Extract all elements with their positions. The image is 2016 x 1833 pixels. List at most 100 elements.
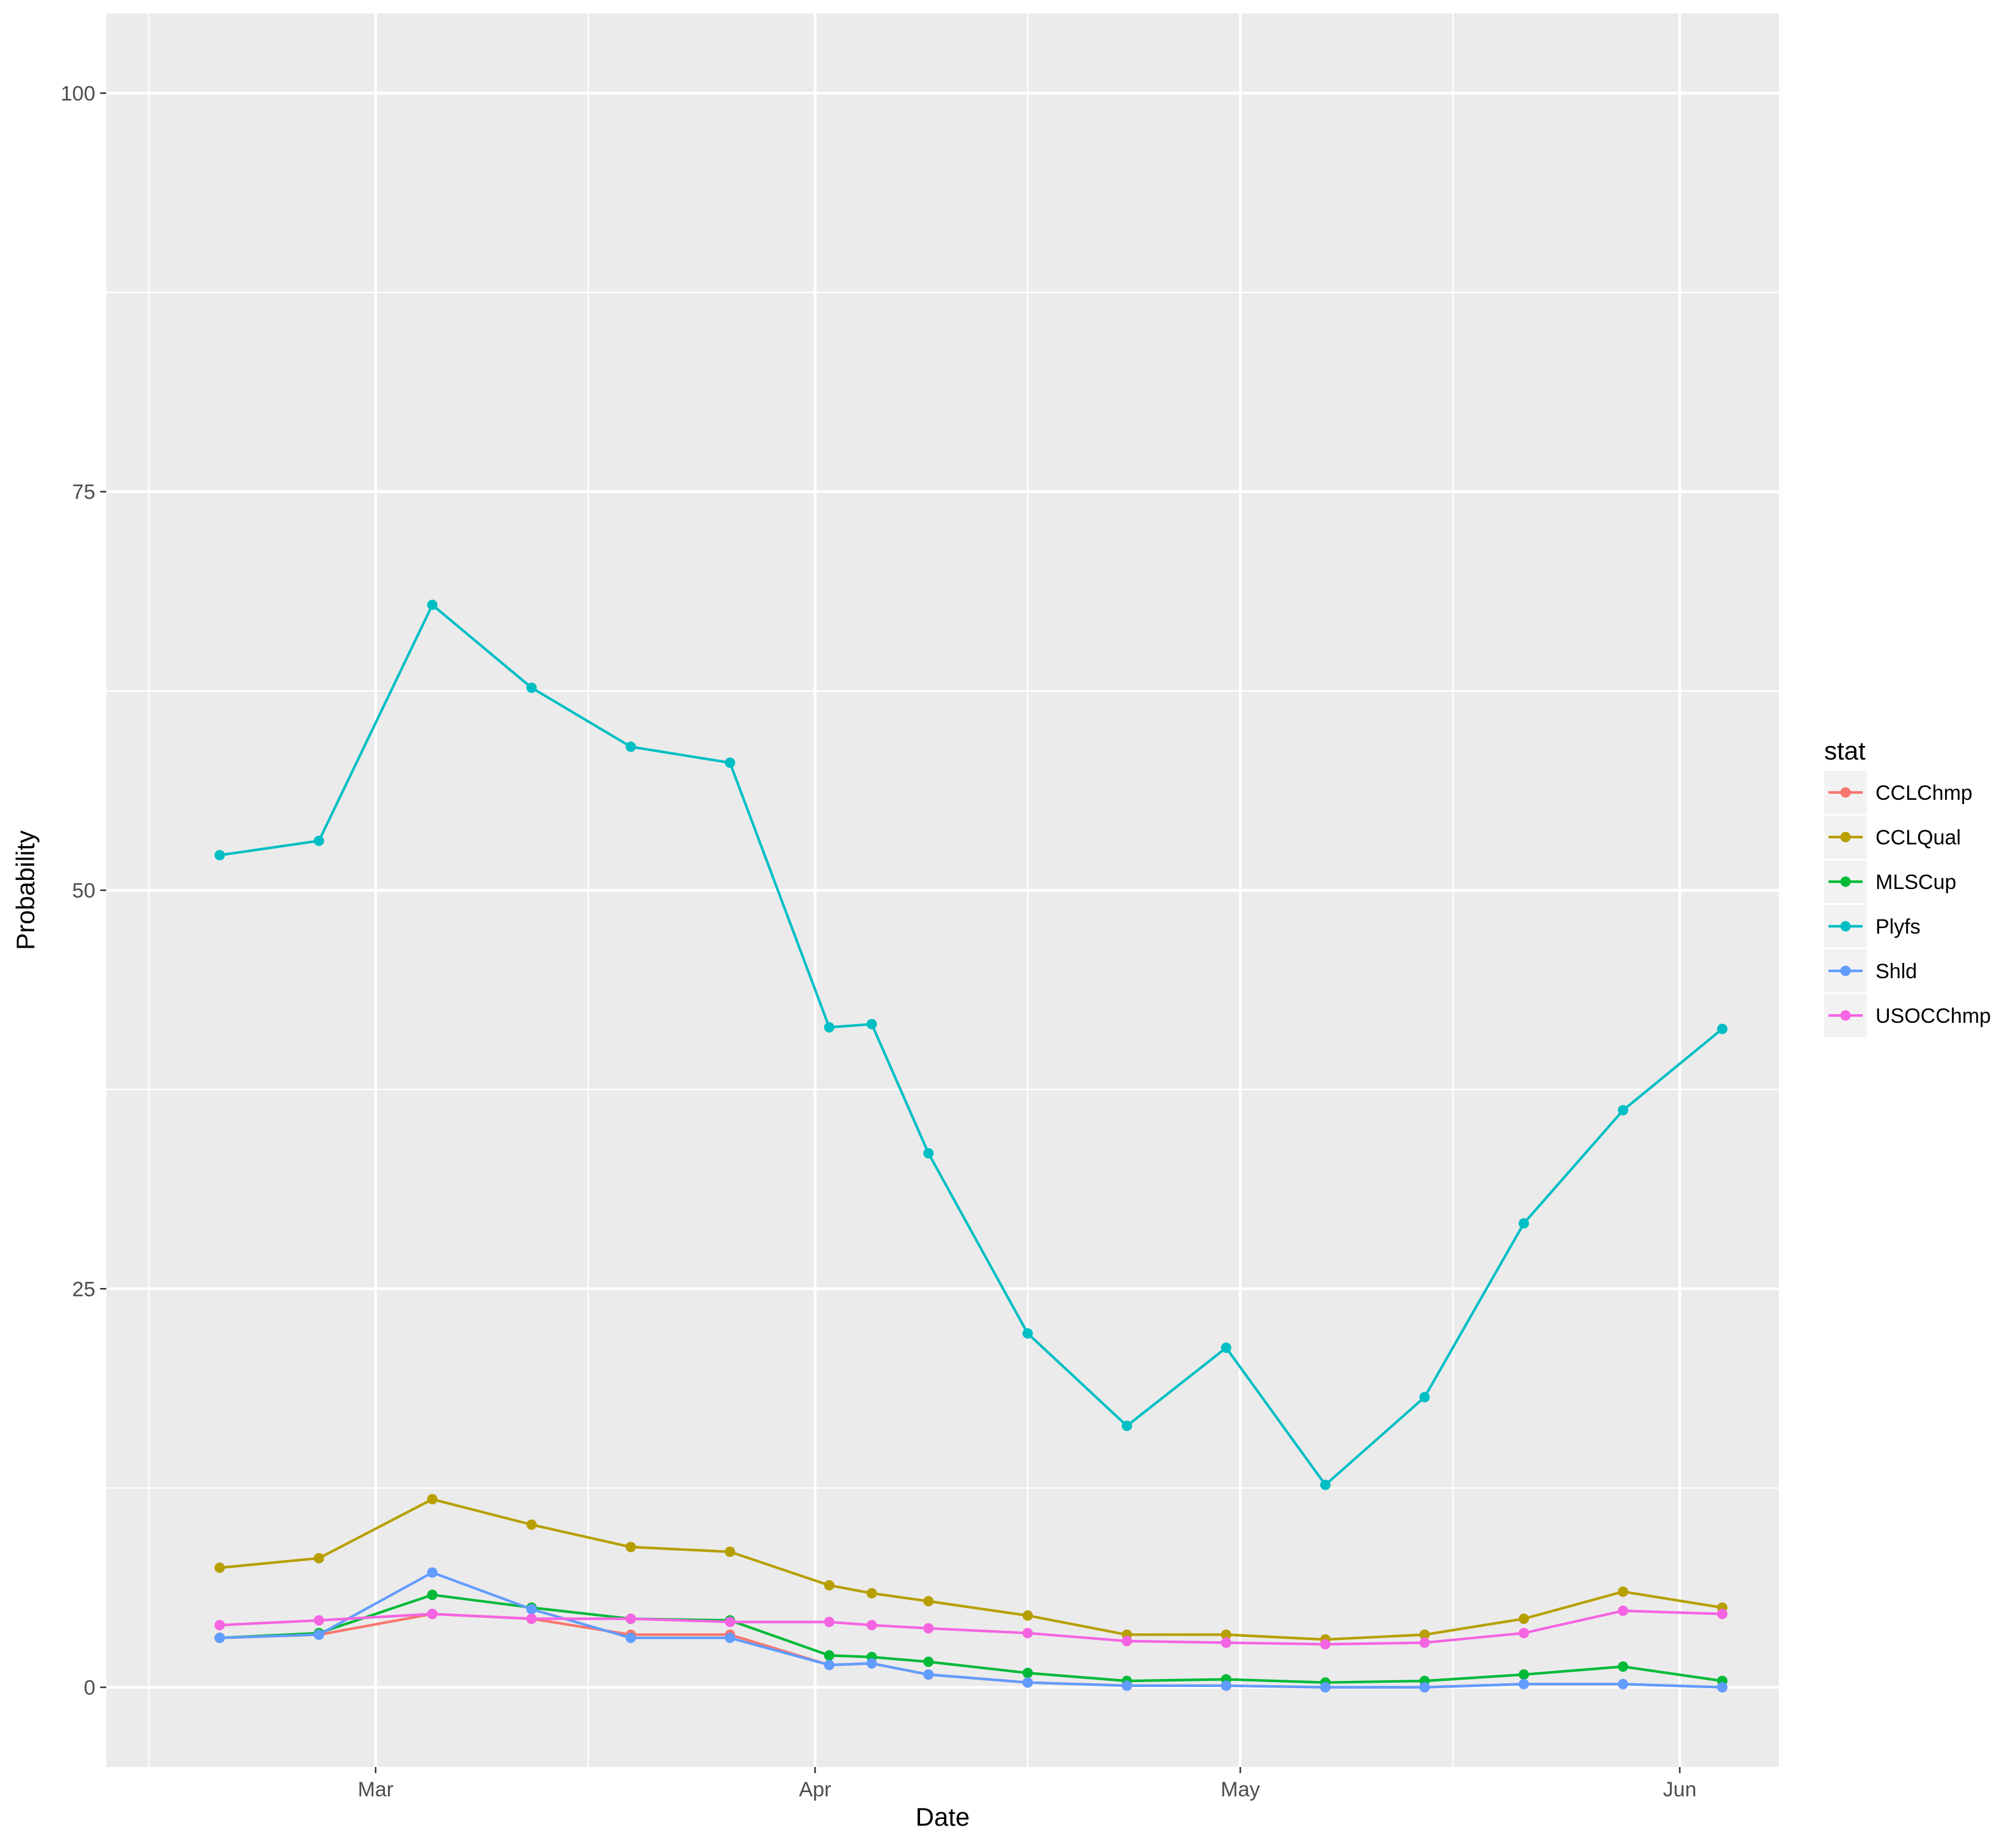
legend-key-CCLChmp: CCLChmp <box>1824 771 1973 814</box>
data-point <box>923 1656 934 1667</box>
legend-label: CCLQual <box>1875 826 1961 849</box>
data-point <box>866 1658 877 1669</box>
data-point <box>313 1615 324 1626</box>
data-point <box>313 835 324 846</box>
data-point <box>1518 1218 1529 1229</box>
data-point <box>427 599 438 610</box>
data-point <box>526 1519 537 1530</box>
data-point <box>725 1633 736 1644</box>
data-point <box>866 1019 877 1030</box>
data-point <box>725 1617 736 1628</box>
data-point <box>824 1650 835 1661</box>
x-tick-label: Apr <box>799 1778 831 1801</box>
x-axis: Mar Apr May Jun <box>358 1767 1696 1801</box>
data-point <box>824 1580 835 1591</box>
legend-key-USOCChmp: USOCChmp <box>1824 994 1991 1037</box>
legend-key-point <box>1840 787 1851 798</box>
y-tick-label: 0 <box>84 1677 95 1700</box>
data-point <box>1221 1680 1232 1691</box>
legend-title: stat <box>1824 736 1866 765</box>
legend-key-point <box>1840 921 1851 932</box>
legend-key-Plyfs: Plyfs <box>1824 905 1921 948</box>
data-point <box>1022 1610 1033 1621</box>
series-USOCChmp <box>214 1605 1728 1650</box>
data-point <box>923 1623 934 1634</box>
legend-key-CCLQual: CCLQual <box>1824 816 1961 858</box>
data-point <box>1320 1479 1331 1490</box>
data-point <box>427 1589 438 1600</box>
data-point <box>1122 1421 1133 1432</box>
legend-label: CCLChmp <box>1875 781 1973 805</box>
data-point <box>1618 1678 1629 1689</box>
data-point <box>1320 1639 1331 1650</box>
data-point <box>1618 1586 1629 1597</box>
y-tick-label: 100 <box>60 82 95 105</box>
data-point <box>626 741 637 752</box>
data-point <box>1717 1609 1728 1620</box>
y-tick-label: 75 <box>72 481 95 504</box>
data-point <box>1518 1678 1529 1689</box>
data-point <box>1717 1682 1728 1693</box>
data-point <box>427 1609 438 1620</box>
data-point <box>1022 1667 1033 1678</box>
data-point <box>526 682 537 693</box>
data-point <box>1618 1105 1629 1116</box>
y-tick-label: 25 <box>72 1278 95 1301</box>
data-point <box>1419 1629 1430 1640</box>
data-point <box>1419 1392 1430 1403</box>
data-point <box>923 1596 934 1607</box>
data-point <box>626 1613 637 1624</box>
y-tick-label: 50 <box>72 879 95 902</box>
x-axis-title: Date <box>916 1802 970 1831</box>
legend: stat CCLChmp CCLQual MLSCup Plyfs Shld USOCCh… <box>1824 736 1991 1037</box>
data-point <box>725 757 736 768</box>
data-point <box>824 1659 835 1670</box>
legend-label: MLSCup <box>1875 871 1956 894</box>
legend-label: Shld <box>1875 960 1917 983</box>
data-point <box>923 1669 934 1680</box>
x-tick-label: May <box>1221 1778 1260 1801</box>
y-axis-title: Probability <box>11 830 40 950</box>
data-point <box>214 1633 225 1644</box>
data-point <box>866 1588 877 1599</box>
data-point <box>214 1562 225 1573</box>
data-point <box>626 1542 637 1553</box>
data-point <box>427 1567 438 1578</box>
data-point <box>214 1620 225 1631</box>
data-point <box>1022 1677 1033 1688</box>
legend-key-point <box>1840 965 1851 976</box>
data-point <box>1320 1682 1331 1693</box>
legend-label: USOCChmp <box>1875 1004 1991 1028</box>
data-point <box>214 850 225 861</box>
legend-key-point <box>1840 1010 1851 1021</box>
y-axis: 0 25 50 75 100 <box>60 82 106 1700</box>
data-point <box>1717 1023 1728 1034</box>
legend-key-MLSCup: MLSCup <box>1824 860 1956 903</box>
data-point <box>526 1604 537 1615</box>
data-point <box>1618 1661 1629 1672</box>
series-Plyfs <box>214 599 1728 1490</box>
data-point <box>1022 1628 1033 1639</box>
legend-key-point <box>1840 832 1851 843</box>
data-point <box>313 1553 324 1564</box>
data-point <box>1419 1682 1430 1693</box>
data-point <box>626 1633 637 1644</box>
data-point <box>725 1546 736 1557</box>
data-point <box>1419 1637 1430 1648</box>
data-point <box>1122 1636 1133 1647</box>
data-point <box>1618 1605 1629 1616</box>
data-point <box>1221 1637 1232 1648</box>
data-point <box>313 1629 324 1640</box>
legend-key-point <box>1840 876 1851 887</box>
series-Shld <box>214 1567 1728 1693</box>
major-gridlines <box>106 13 1779 1767</box>
data-point <box>1518 1613 1529 1624</box>
x-tick-label: Jun <box>1663 1778 1696 1801</box>
series-layer <box>214 599 1728 1693</box>
data-point <box>866 1620 877 1631</box>
data-point <box>923 1148 934 1158</box>
x-tick-label: Mar <box>358 1778 394 1801</box>
data-point <box>1022 1328 1033 1339</box>
data-point <box>1518 1628 1529 1639</box>
